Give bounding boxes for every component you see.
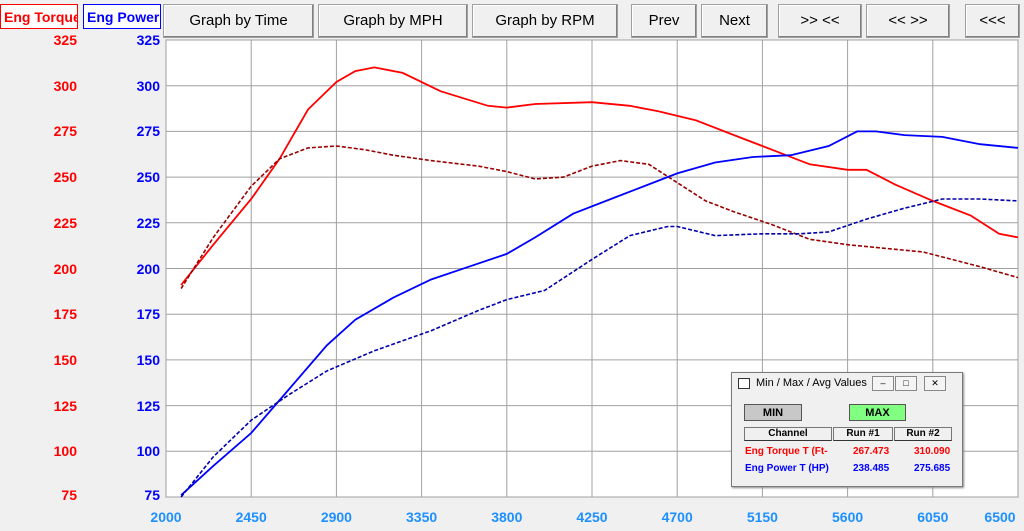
row-run2: 275.685 xyxy=(914,463,951,474)
next-button[interactable]: Next xyxy=(701,4,768,38)
min-button[interactable]: MIN xyxy=(744,404,802,421)
power-legend-label: Eng Power xyxy=(87,9,160,25)
max-button[interactable]: MAX xyxy=(849,404,906,421)
prev-button[interactable]: Prev xyxy=(631,4,697,38)
y-left-tick-label: 250 xyxy=(53,169,77,186)
x-tick-label: 6500 xyxy=(984,509,1016,525)
y-right-tick-label: 75 xyxy=(144,487,160,503)
close-icon[interactable]: ✕ xyxy=(924,376,946,391)
row-run2: 310.090 xyxy=(914,446,951,457)
y-left-tick-label: 275 xyxy=(53,123,77,140)
y-left-tick-label: 150 xyxy=(53,351,77,368)
y-right-tick-label: 275 xyxy=(136,123,160,140)
x-tick-label: 5150 xyxy=(746,509,778,525)
y-left-tick-label: 225 xyxy=(53,214,77,231)
x-tick-label: 4700 xyxy=(661,509,693,525)
min-max-avg-window[interactable]: Min / Max / Avg Values – □ ✕ MIN MAX Cha… xyxy=(731,372,963,487)
row-channel: Eng Torque T (Ft- xyxy=(745,446,828,457)
popup-titlebar[interactable]: Min / Max / Avg Values – □ ✕ xyxy=(732,373,962,393)
zoom-in-button[interactable]: >> << xyxy=(778,4,862,38)
y-right-tick-label: 100 xyxy=(136,443,160,460)
y-left-tick-label: 100 xyxy=(53,443,77,460)
torque-legend-label: Eng Torque xyxy=(4,9,78,25)
row-run1: 267.473 xyxy=(853,446,890,457)
y-left-tick-label: 200 xyxy=(53,260,77,277)
y-right-tick-label: 125 xyxy=(136,397,160,414)
y-right-tick-label: 200 xyxy=(136,260,160,277)
window-icon xyxy=(738,378,750,389)
y-left-tick-label: 300 xyxy=(53,77,77,94)
back-button[interactable]: <<< xyxy=(965,4,1020,38)
x-tick-label: 2450 xyxy=(235,509,267,525)
x-tick-label: 5600 xyxy=(832,509,864,525)
restore-icon[interactable]: □ xyxy=(895,376,917,391)
minimize-icon[interactable]: – xyxy=(872,376,894,391)
x-tick-label: 4250 xyxy=(576,509,608,525)
y-right-tick-label: 325 xyxy=(136,32,160,48)
row-run1: 238.485 xyxy=(853,463,890,474)
y-left-tick-label: 75 xyxy=(61,487,77,503)
channel-column-header: Channel xyxy=(744,427,832,441)
y-right-tick-label: 150 xyxy=(136,351,160,368)
x-tick-label: 2000 xyxy=(150,509,182,525)
popup-title: Min / Max / Avg Values xyxy=(756,377,867,389)
x-tick-label: 3350 xyxy=(406,509,438,525)
y-left-tick-label: 125 xyxy=(53,397,77,414)
graph-by-time-button[interactable]: Graph by Time xyxy=(163,4,314,38)
run1-column-header: Run #1 xyxy=(833,427,893,441)
zoom-out-button[interactable]: << >> xyxy=(866,4,950,38)
eng-power-solid-line xyxy=(180,130,1019,496)
graph-by-mph-button[interactable]: Graph by MPH xyxy=(318,4,468,38)
eng-torque-dashed-line xyxy=(180,145,1019,290)
y-left-tick-label: 325 xyxy=(53,32,77,48)
y-right-tick-label: 175 xyxy=(136,306,160,323)
x-tick-label: 3800 xyxy=(491,509,523,525)
y-right-tick-label: 225 xyxy=(136,214,160,231)
graph-by-rpm-button[interactable]: Graph by RPM xyxy=(472,4,618,38)
y-right-tick-label: 250 xyxy=(136,169,160,186)
row-channel: Eng Power T (HP) xyxy=(745,463,829,474)
torque-legend[interactable]: Eng Torque xyxy=(0,4,78,29)
y-left-tick-label: 175 xyxy=(53,306,77,323)
eng-power-dashed-line xyxy=(180,198,1019,498)
x-tick-label: 6050 xyxy=(917,509,949,525)
y-right-tick-label: 300 xyxy=(136,77,160,94)
x-tick-label: 2900 xyxy=(320,509,352,525)
run2-column-header: Run #2 xyxy=(894,427,952,441)
eng-torque-solid-line xyxy=(180,66,1019,286)
power-legend[interactable]: Eng Power xyxy=(83,4,161,29)
